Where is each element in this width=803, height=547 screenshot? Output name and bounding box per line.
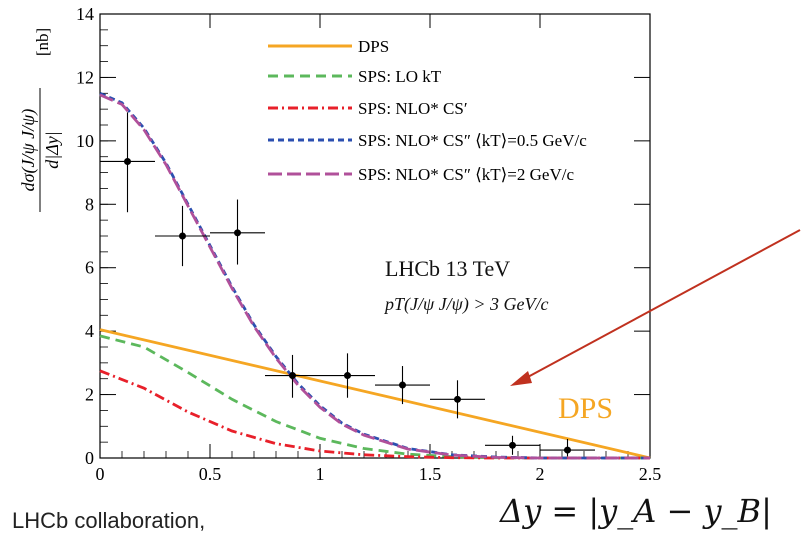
x-tick-label: 1.5: [419, 464, 442, 484]
arrow-head: [510, 371, 532, 386]
data-point: [155, 205, 210, 267]
data-point: [540, 438, 595, 457]
data-marker: [344, 372, 351, 380]
data-marker: [454, 395, 461, 403]
y-tick-label: 0: [85, 448, 94, 468]
y-tick-label: 6: [85, 258, 94, 278]
y-tick-label: 4: [85, 321, 94, 341]
series-1-line: [99, 328, 651, 460]
formula-text: Δy = |y_A − y_B|: [500, 492, 772, 530]
data-point: [320, 353, 375, 398]
y-tick-label: 10: [76, 131, 94, 151]
y-label-denominator: d|Δy|: [42, 131, 62, 168]
legend-entry: DPS: [268, 37, 389, 56]
data-point: [100, 112, 155, 213]
y-tick-label: 14: [76, 4, 94, 24]
data-marker: [179, 232, 186, 240]
y-tick-label: 2: [85, 385, 94, 405]
data-marker: [564, 446, 571, 454]
x-tick-label: 0: [96, 464, 105, 484]
data-point: [430, 380, 485, 419]
x-tick-label: 2.5: [639, 464, 662, 484]
x-tick-label: 1: [316, 464, 325, 484]
y-label-unit: [nb]: [33, 28, 52, 56]
legend-label: SPS: LO kT: [358, 67, 442, 86]
data-marker: [289, 372, 296, 380]
legend-label: SPS: NLO* CS″ ⟨kT⟩=2 GeV/c: [358, 165, 574, 184]
arrow-line: [525, 229, 801, 379]
annotations: LHCb 13 TeV pT(J/ψ J/ψ) > 3 GeV/c DPS: [383, 229, 801, 425]
axes: 0 0.5 1 1.5 2 2.5 0 2 4 6 8 10 12 14 dσ(J/ψ J/ψ) d|Δy| […: [18, 4, 661, 484]
x-tick-label: 2: [536, 464, 545, 484]
y-axis-label: dσ(J/ψ J/ψ) d|Δy| [nb]: [18, 28, 62, 212]
data-point: [485, 435, 540, 455]
y-label-numerator: dσ(J/ψ J/ψ): [18, 109, 39, 192]
legend-entry: SPS: NLO* CS′: [268, 99, 468, 118]
curves: [99, 92, 651, 460]
series-5-line: [99, 93, 650, 460]
y-tick-label: 8: [85, 194, 94, 214]
annotation-title: LHCb 13 TeV: [385, 256, 510, 281]
legend-entry: SPS: LO kT: [268, 67, 442, 86]
dps-arrow-label: DPS: [558, 392, 613, 425]
data-marker: [509, 441, 516, 449]
data-marker: [124, 157, 131, 165]
annotation-cut: pT(J/ψ J/ψ) > 3 GeV/c: [383, 294, 548, 315]
data-points: [100, 112, 595, 457]
data-marker: [399, 381, 406, 389]
delta-y-formula: Δy = |y_A − y_B|: [500, 492, 772, 530]
data-point: [265, 354, 320, 398]
y-tick-label: 12: [76, 67, 94, 87]
legend: DPS SPS: LO kT SPS: NLO* CS′ SPS: NLO* CS″ …: [268, 37, 587, 184]
legend-label: SPS: NLO* CS′: [358, 99, 468, 118]
legend-entry: SPS: NLO* CS″ ⟨kT⟩=2 GeV/c: [268, 165, 574, 184]
data-marker: [234, 229, 241, 237]
data-point: [375, 366, 430, 405]
legend-entry: SPS: NLO* CS″ ⟨kT⟩=0.5 GeV/c: [268, 131, 587, 150]
x-tick-label: 0.5: [199, 464, 222, 484]
caption: LHCb collaboration,: [12, 508, 206, 533]
legend-label: SPS: NLO* CS″ ⟨kT⟩=0.5 GeV/c: [358, 131, 587, 150]
data-point: [210, 199, 265, 265]
legend-label: DPS: [358, 37, 389, 56]
